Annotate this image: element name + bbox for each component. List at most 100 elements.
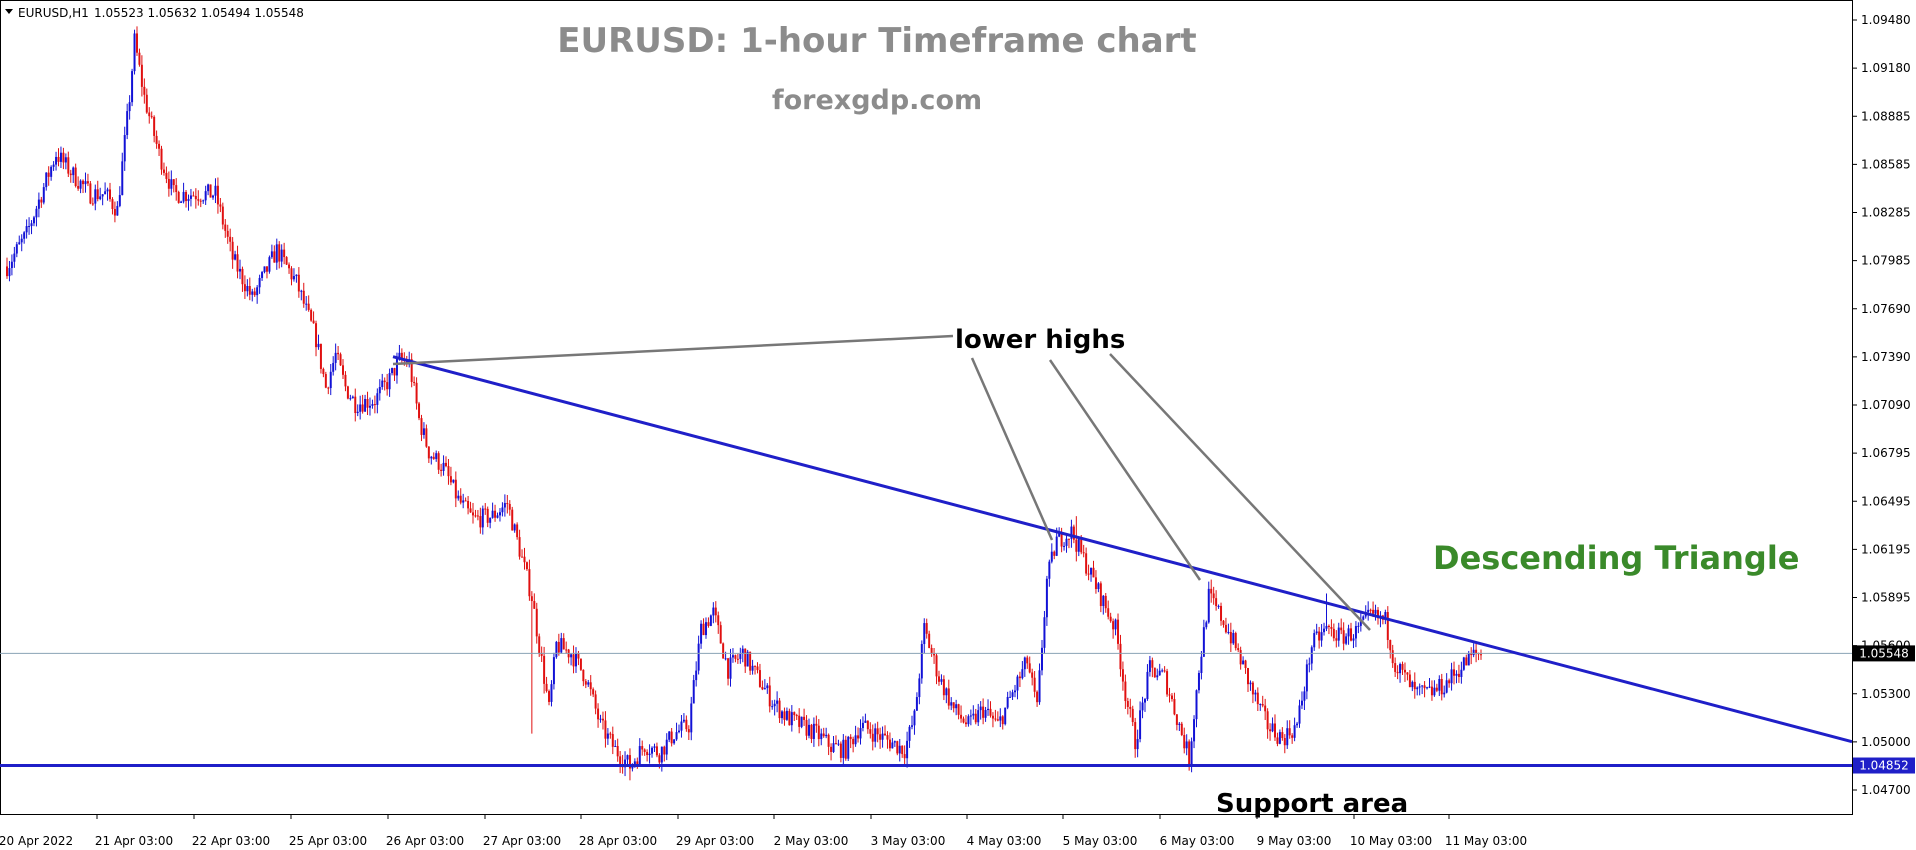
candle [1330,619,1333,637]
candle [545,676,548,693]
candle-body [790,712,793,726]
candle-body [420,418,423,435]
plot-frame [0,0,1853,815]
candle-body [508,503,511,510]
candle [1040,639,1043,676]
candle [459,488,462,505]
y-tick-label: 1.07390 [1861,350,1911,364]
candle-body [155,135,158,144]
candle-body [695,670,698,681]
candle-body [64,157,67,163]
candle-body [1195,690,1198,720]
candle-body [86,181,89,184]
candle [1222,619,1225,628]
candle [172,178,175,193]
candle [1207,581,1210,624]
candle-body [1433,687,1436,696]
candle-body [849,736,852,739]
candle-body [37,199,40,209]
candle-body [1067,538,1070,540]
candle-body [1362,616,1365,620]
candle-body [967,716,970,725]
candle [1161,668,1164,673]
candle-body [1134,722,1137,750]
candle-body [310,309,313,321]
candle-body [69,173,72,176]
candle [1465,654,1468,666]
candle [1352,634,1355,649]
candle [1193,715,1196,749]
candle [236,245,239,279]
current-price-value: 1.05548 [1859,646,1909,660]
candle-body [950,702,953,706]
candle [109,182,112,202]
candle-body [1318,631,1321,641]
candle [342,359,345,380]
candle [923,618,926,654]
candle-body [903,754,906,759]
candle [67,151,70,178]
candle [479,507,482,534]
candle-body [896,741,899,754]
candle-body [1065,538,1068,546]
candle [1212,586,1215,605]
candle [1200,651,1203,680]
candle [62,147,65,170]
candle-body [955,704,958,709]
candle-body [964,722,967,725]
candle [366,391,369,415]
candle-body [1254,692,1257,695]
candle [349,394,352,401]
candle-body [729,657,732,679]
candle-body [194,195,197,200]
candle [25,219,28,239]
candle-body [947,688,950,706]
candle-body [538,636,541,653]
candle-body [908,726,911,741]
candle-body [982,706,985,718]
candle-body [1315,631,1318,634]
candle-body [388,373,391,390]
candle-body [496,515,499,518]
candle-body [1215,598,1218,607]
candle [1327,624,1330,635]
candle-body [1455,673,1458,676]
candle-body [832,743,835,752]
candle [476,510,479,521]
candle-body [1352,638,1355,641]
candle-body [177,192,180,203]
candle [305,296,308,311]
candle-body [609,733,612,735]
candle-body [844,739,847,759]
candle [111,197,114,215]
candle-body [479,516,482,528]
candle [641,740,644,756]
candle-body [1031,672,1034,678]
candle-body [974,713,977,723]
candle [1121,661,1124,691]
candle-body [302,290,305,304]
candle [265,266,268,279]
candle-body [153,116,156,136]
candle-body [1269,729,1272,732]
candle [690,696,693,741]
candle-body [1099,583,1102,607]
candle [555,640,558,659]
candle [170,170,173,196]
candle-body [1023,657,1026,670]
candle-body [572,654,575,667]
candle-body [731,655,734,658]
candle-body [719,625,722,644]
candle [368,397,371,416]
candle-body [923,623,926,645]
candle-body [297,274,300,292]
menu-triangle-icon[interactable] [5,9,13,14]
candle-body [734,655,737,659]
candle [452,479,455,484]
candle [888,732,891,752]
candle-body [145,94,148,113]
candle-body [785,710,788,720]
candle-body [484,508,487,510]
candle-body [1342,630,1345,644]
candle-body [619,756,622,765]
